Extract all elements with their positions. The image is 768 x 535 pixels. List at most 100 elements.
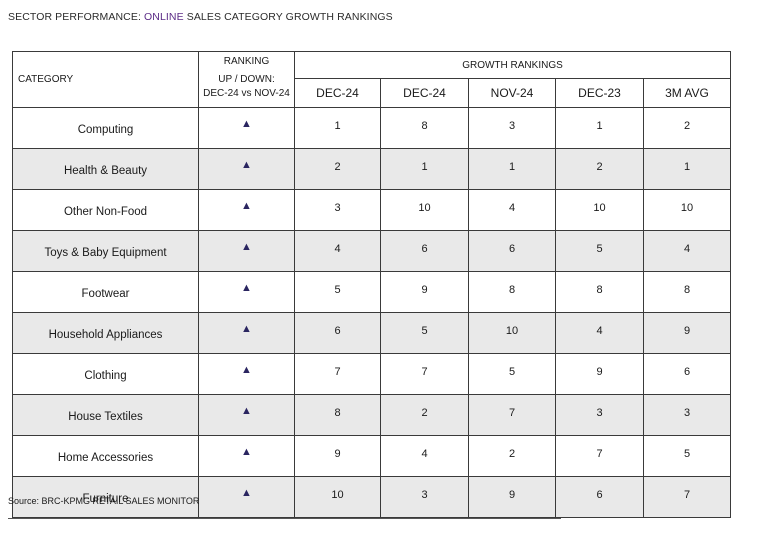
rank-value-cell: 6 (555, 476, 644, 518)
rank-value-cell: 7 (294, 353, 381, 395)
rank-value-cell: 4 (468, 189, 556, 231)
rank-value-cell: 1 (555, 107, 644, 149)
category-cell: Home Accessories (12, 435, 199, 477)
title-accent: ONLINE (144, 11, 184, 23)
growth-rankings-header: GROWTH RANKINGS (294, 51, 731, 79)
rank-value-cell: 7 (380, 353, 469, 395)
rank-value-cell: 4 (643, 230, 731, 272)
ranking-direction-cell: ▲ (198, 148, 295, 190)
rank-value-cell: 2 (555, 148, 644, 190)
column-header: DEC-24 (294, 78, 381, 108)
ranking-direction-cell: ▲ (198, 476, 295, 518)
rank-value-cell: 4 (380, 435, 469, 477)
bottom-rule (8, 518, 561, 519)
rank-value-cell: 6 (294, 312, 381, 354)
rank-value-cell: 9 (380, 271, 469, 313)
rank-value-cell: 2 (643, 107, 731, 149)
up-arrow-icon: ▲ (241, 241, 252, 253)
rank-value-cell: 8 (294, 394, 381, 436)
rank-value-cell: 8 (468, 271, 556, 313)
rank-value-cell: 8 (555, 271, 644, 313)
category-cell: House Textiles (12, 394, 199, 436)
rank-value-cell: 9 (468, 476, 556, 518)
column-header: NOV-24 (468, 78, 556, 108)
rank-value-cell: 9 (643, 312, 731, 354)
rank-value-cell: 3 (555, 394, 644, 436)
table-row: Health & Beauty ▲ 2 1 1 2 1 (12, 148, 731, 190)
up-arrow-icon: ▲ (241, 364, 252, 376)
rankings-table: CATEGORY RANKING UP / DOWN: DEC-24 vs NO… (12, 51, 731, 518)
table-row: Other Non-Food ▲ 3 10 4 10 10 (12, 189, 731, 231)
ranking-header-line2: UP / DOWN: (218, 74, 275, 85)
category-cell: Furniture (12, 476, 199, 518)
table-row: House Textiles ▲ 8 2 7 3 3 (12, 394, 731, 436)
rank-value-cell: 10 (294, 476, 381, 518)
category-header: CATEGORY (12, 51, 199, 108)
rank-value-cell: 5 (380, 312, 469, 354)
rank-value-cell: 10 (643, 189, 731, 231)
rank-value-cell: 3 (380, 476, 469, 518)
ranking-header: RANKING UP / DOWN: DEC-24 vs NOV-24 (198, 51, 295, 108)
up-arrow-icon: ▲ (241, 323, 252, 335)
rank-value-cell: 4 (294, 230, 381, 272)
title-suffix: SALES CATEGORY GROWTH RANKINGS (183, 11, 393, 23)
rank-value-cell: 1 (643, 148, 731, 190)
rank-value-cell: 1 (380, 148, 469, 190)
table-row: Clothing ▲ 7 7 5 9 6 (12, 353, 731, 395)
rank-value-cell: 9 (555, 353, 644, 395)
ranking-direction-cell: ▲ (198, 435, 295, 477)
rank-value-cell: 10 (380, 189, 469, 231)
rank-value-cell: 1 (294, 107, 381, 149)
up-arrow-icon: ▲ (241, 487, 252, 499)
table-body: Computing ▲ 1 8 3 1 2 Health & Beauty ▲ 2 1 1 2 1 Othe… (12, 107, 731, 518)
rank-value-cell: 4 (555, 312, 644, 354)
ranking-header-line3: DEC-24 vs NOV-24 (203, 88, 290, 99)
column-header: 3M AVG (643, 78, 731, 108)
ranking-direction-cell: ▲ (198, 107, 295, 149)
rank-value-cell: 3 (468, 107, 556, 149)
rank-value-cell: 5 (468, 353, 556, 395)
rank-value-cell: 2 (294, 148, 381, 190)
column-header: DEC-23 (555, 78, 644, 108)
category-cell: Toys & Baby Equipment (12, 230, 199, 272)
category-cell: Household Appliances (12, 312, 199, 354)
column-header-row: DEC-24 DEC-24 NOV-24 DEC-23 3M AVG (13, 78, 731, 108)
rank-value-cell: 10 (468, 312, 556, 354)
rank-value-cell: 5 (555, 230, 644, 272)
rank-value-cell: 8 (380, 107, 469, 149)
rank-value-cell: 3 (643, 394, 731, 436)
category-cell: Other Non-Food (12, 189, 199, 231)
rank-value-cell: 6 (643, 353, 731, 395)
rank-value-cell: 2 (380, 394, 469, 436)
ranking-direction-cell: ▲ (198, 189, 295, 231)
rank-value-cell: 5 (643, 435, 731, 477)
up-arrow-icon: ▲ (241, 282, 252, 294)
ranking-direction-cell: ▲ (198, 394, 295, 436)
rank-value-cell: 6 (380, 230, 469, 272)
rank-value-cell: 7 (555, 435, 644, 477)
column-header: DEC-24 (380, 78, 469, 108)
ranking-direction-cell: ▲ (198, 353, 295, 395)
table-row: Toys & Baby Equipment ▲ 4 6 6 5 4 (12, 230, 731, 272)
table-row: Furniture ▲ 10 3 9 6 7 (12, 476, 731, 518)
up-arrow-icon: ▲ (241, 405, 252, 417)
rank-value-cell: 7 (468, 394, 556, 436)
rank-value-cell: 2 (468, 435, 556, 477)
rank-value-cell: 10 (555, 189, 644, 231)
rank-value-cell: 7 (643, 476, 731, 518)
ranking-direction-cell: ▲ (198, 230, 295, 272)
table-row: Computing ▲ 1 8 3 1 2 (12, 107, 731, 149)
up-arrow-icon: ▲ (241, 200, 252, 212)
table-row: Home Accessories ▲ 9 4 2 7 5 (12, 435, 731, 477)
page-title: SECTOR PERFORMANCE: ONLINE SALES CATEGOR… (8, 11, 393, 23)
rank-value-cell: 8 (643, 271, 731, 313)
ranking-header-title: RANKING (223, 56, 270, 67)
ranking-direction-cell: ▲ (198, 271, 295, 313)
category-cell: Computing (12, 107, 199, 149)
rank-value-cell: 5 (294, 271, 381, 313)
up-arrow-icon: ▲ (241, 159, 252, 171)
table-row: Footwear ▲ 5 9 8 8 8 (12, 271, 731, 313)
rank-value-cell: 9 (294, 435, 381, 477)
up-arrow-icon: ▲ (241, 118, 252, 130)
rank-value-cell: 1 (468, 148, 556, 190)
